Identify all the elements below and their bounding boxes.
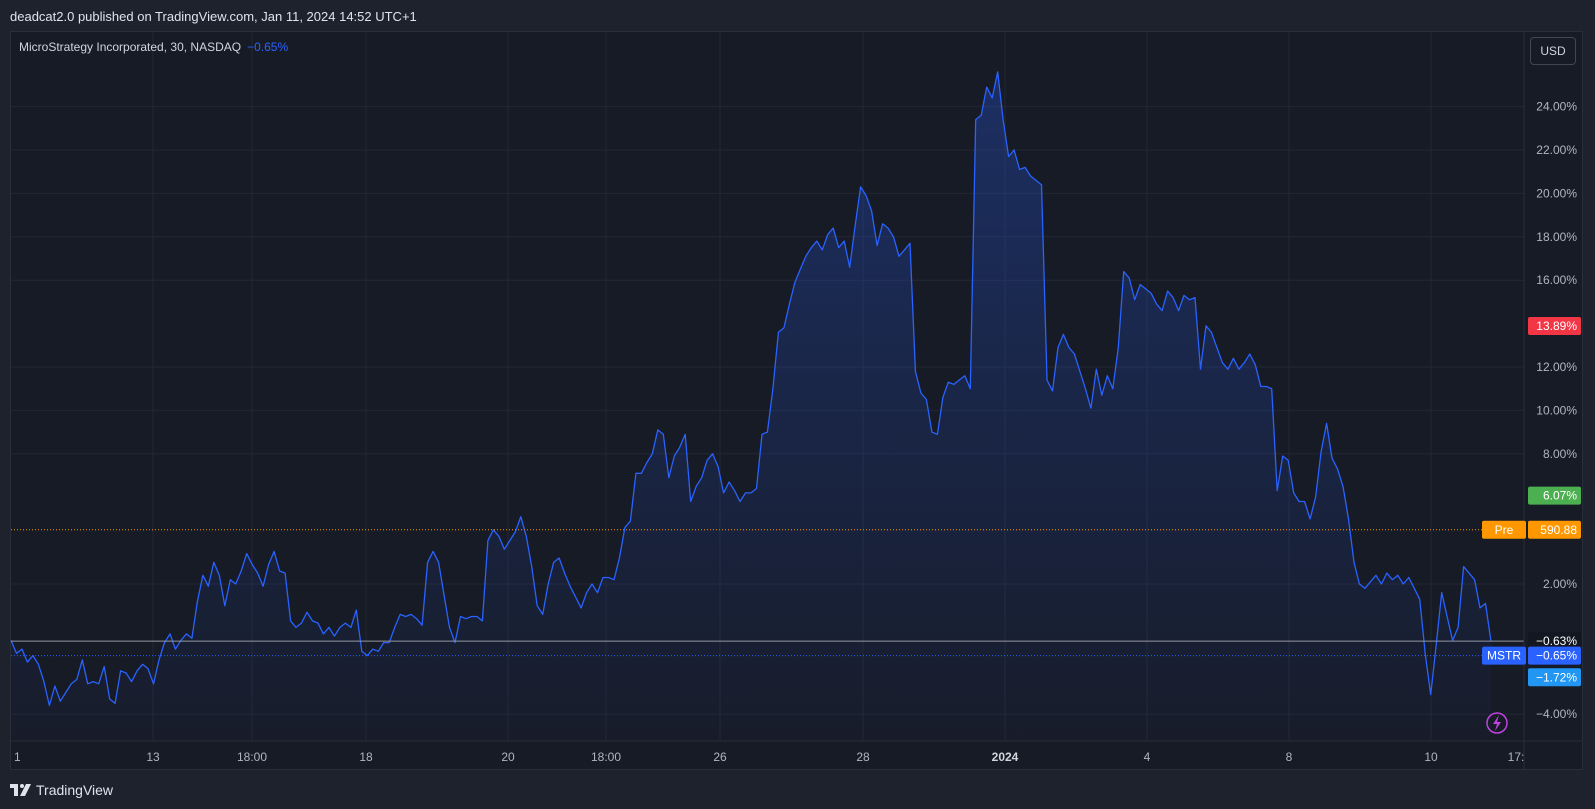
y-tick-label: 18.00% [1536,230,1577,244]
tradingview-brand[interactable]: TradingView [10,782,113,798]
x-tick-label: 8 [1286,750,1293,764]
last-price-badge-tag: MSTR [1487,649,1521,663]
price-scale: 24.00% 22.00% 20.00% 18.00% 16.00% 12.00% 10.0… [1523,32,1577,769]
premarket-badge-bg [1528,520,1581,539]
high-badge[interactable]: 13.89% [1528,316,1581,335]
bottom-bar [0,771,1595,809]
price-area [10,71,1492,740]
baseline-badge[interactable]: −0.63% [1528,632,1581,651]
premarket-badge-tag: Pre [1495,523,1514,537]
premarket-badge-label: 590.88 [1540,523,1577,537]
baseline-badge-bg [1528,632,1581,651]
x-tick-label: 28 [856,750,870,764]
tradingview-logo-icon [10,784,31,796]
time-scale: 1 13 18:00 18 20 18:00 26 28 2024 4 8 10 17: [11,740,1583,764]
lightning-icon[interactable] [1486,712,1508,734]
symbol-name: MicroStrategy Incorporated, 30, NASDAQ [19,40,242,54]
x-tick-label: 18:00 [237,750,267,764]
y-tick-label: 24.00% [1536,100,1577,114]
last-price-badge-label: −0.65% [1536,649,1577,663]
price-line [10,71,1492,707]
x-tick-label: 13 [146,750,160,764]
x-tick-label: 18 [359,750,373,764]
x-tick-label: 20 [501,750,515,764]
high-badge-label: 13.89% [1536,319,1577,333]
x-tick-label: 10 [1424,750,1438,764]
last-price-badge[interactable]: −0.65% MSTR [1482,646,1581,665]
currency-button[interactable]: USD [1530,37,1576,65]
x-tick-label: 18:00 [591,750,621,764]
low-badge-bg [1528,486,1581,505]
high-badge-bg [1528,316,1581,335]
brand-label: TradingView [36,782,114,798]
y-tick-label: −4.00% [1536,707,1577,721]
symbol-change: −0.65% [247,40,289,54]
x-tick-label: 17: [1508,750,1525,764]
y-tick-label: 20.00% [1536,186,1577,200]
premarket-badge-tag-bg [1482,520,1526,539]
low-badge-label: 6.07% [1543,489,1577,503]
low-badge[interactable]: 6.07% [1528,486,1581,505]
last-price-badge-bg [1528,646,1581,665]
y-tick-label: 16.00% [1536,273,1577,287]
third-badge-bg [1528,668,1581,687]
y-tick-label: 10.00% [1536,403,1577,417]
reference-lines [11,529,1524,657]
y-tick-label: 2.00% [1543,577,1577,591]
symbol-legend[interactable]: MicroStrategy Incorporated, 30, NASDAQ −0… [19,40,288,54]
x-tick-label: 26 [713,750,727,764]
y-tick-label: 12.00% [1536,360,1577,374]
x-tick-label: 1 [14,750,21,764]
y-tick-label: 8.00% [1543,447,1577,461]
top-bar: deadcat2.0 published on TradingView.com,… [0,0,1595,30]
x-tick-label: 4 [1144,750,1151,764]
third-badge[interactable]: −1.72% [1528,668,1581,687]
premarket-badge[interactable]: 590.88 Pre [1482,520,1581,539]
baseline-badge-label: −0.63% [1536,634,1577,648]
third-badge-label: −1.72% [1536,670,1577,684]
y-tick-label: 22.00% [1536,143,1577,157]
area-fill [11,71,1491,740]
publish-info: deadcat2.0 published on TradingView.com,… [10,9,417,24]
x-tick-label: 2024 [992,750,1019,764]
price-badges: 13.89% 6.07% 590.88 Pre −0.63%−0.65% MSTR −1.7… [1482,316,1581,687]
last-price-badge-tag-bg [1482,646,1526,665]
